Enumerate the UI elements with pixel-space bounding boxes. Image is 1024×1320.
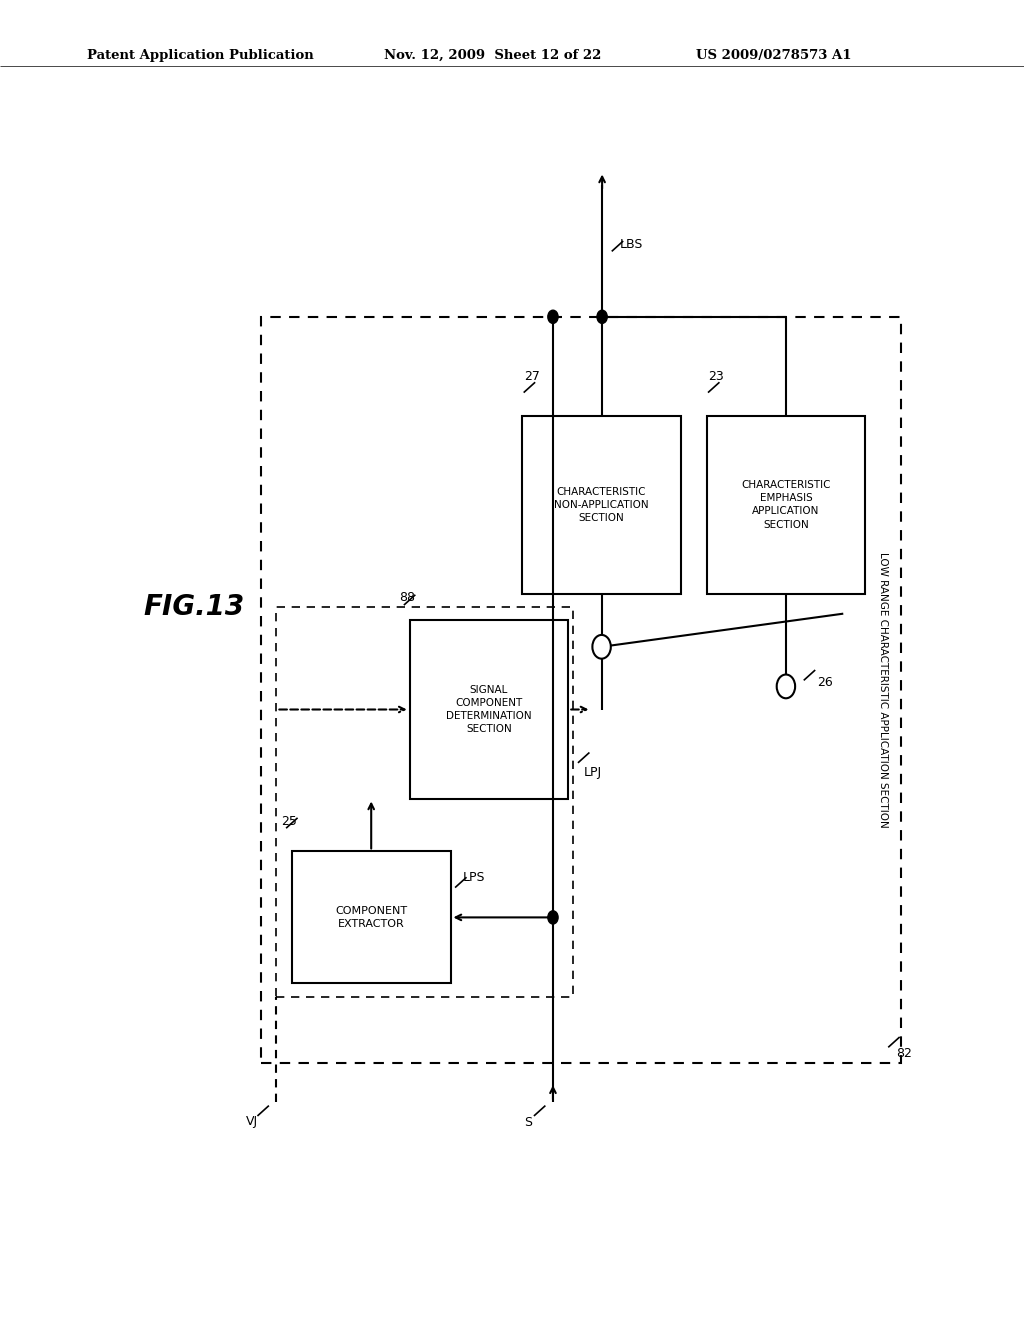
Text: LOW RANGE CHARACTERISTIC APPLICATION SECTION: LOW RANGE CHARACTERISTIC APPLICATION SEC… — [878, 552, 888, 828]
Text: Patent Application Publication: Patent Application Publication — [87, 49, 313, 62]
Text: US 2009/0278573 A1: US 2009/0278573 A1 — [696, 49, 852, 62]
Bar — [707, 416, 865, 594]
Bar — [276, 607, 573, 997]
Text: 82: 82 — [896, 1047, 912, 1060]
Text: SIGNAL
COMPONENT
DETERMINATION
SECTION: SIGNAL COMPONENT DETERMINATION SECTION — [446, 685, 531, 734]
Circle shape — [548, 911, 558, 924]
Text: 23: 23 — [709, 370, 724, 383]
Bar — [410, 620, 568, 799]
Text: VJ: VJ — [246, 1115, 258, 1129]
Text: LPJ: LPJ — [584, 767, 602, 779]
Text: 26: 26 — [817, 676, 833, 689]
Circle shape — [776, 675, 795, 698]
Bar — [292, 851, 451, 983]
Text: Nov. 12, 2009  Sheet 12 of 22: Nov. 12, 2009 Sheet 12 of 22 — [384, 49, 601, 62]
Text: 27: 27 — [524, 370, 541, 383]
Circle shape — [592, 635, 610, 659]
Text: CHARACTERISTIC
NON-APPLICATION
SECTION: CHARACTERISTIC NON-APPLICATION SECTION — [554, 487, 649, 523]
Circle shape — [597, 310, 607, 323]
Bar — [261, 317, 901, 1063]
Text: CHARACTERISTIC
EMPHASIS
APPLICATION
SECTION: CHARACTERISTIC EMPHASIS APPLICATION SECT… — [741, 480, 830, 529]
Text: LBS: LBS — [620, 238, 643, 251]
Bar — [522, 416, 681, 594]
Text: 25: 25 — [282, 814, 298, 828]
Text: 88: 88 — [399, 591, 416, 605]
Text: LPS: LPS — [463, 871, 485, 884]
Text: FIG.13: FIG.13 — [143, 593, 245, 622]
Circle shape — [548, 310, 558, 323]
Text: COMPONENT
EXTRACTOR: COMPONENT EXTRACTOR — [335, 906, 408, 929]
Text: S: S — [524, 1115, 532, 1129]
